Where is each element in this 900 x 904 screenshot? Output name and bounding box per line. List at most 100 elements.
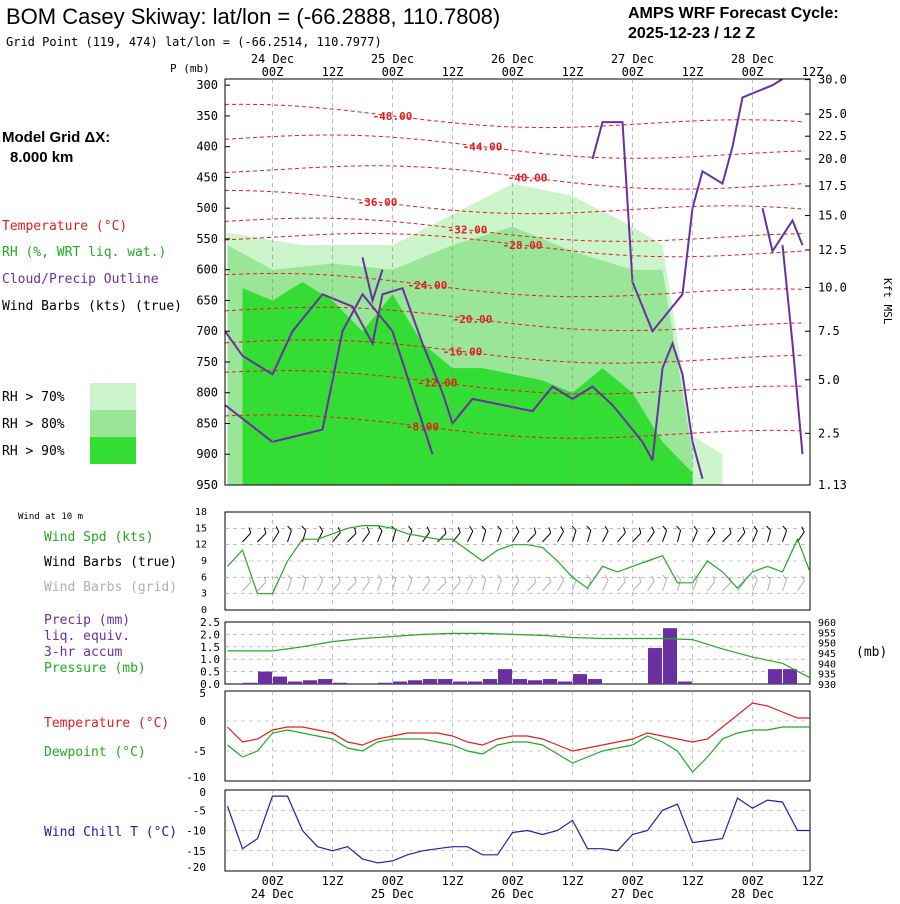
isotherm-line	[225, 370, 806, 395]
wind10-true-barb	[617, 527, 626, 543]
windchill-legend-item: Wind Chill T (°C)	[44, 825, 177, 840]
wind10-grid-barb-staff	[362, 580, 370, 592]
precip-legend-item: 3-hr accum	[44, 645, 122, 660]
pressure-tick-label: 935	[818, 670, 836, 681]
wind10-true-barb	[797, 526, 805, 543]
wind10-true-barb-feather	[604, 526, 609, 532]
precip-legend-item: Pressure (mb)	[44, 661, 146, 676]
wind10-grid-barb	[362, 575, 371, 592]
windchill-tick-label: -15	[186, 845, 206, 858]
wind-barb-feather	[667, 73, 673, 80]
temperature-tick-label: 5	[199, 687, 206, 700]
grid-point-subtitle: Grid Point (119, 474) lat/lon = (-66.251…	[6, 35, 382, 49]
kft-axis-label: Kft MSL	[881, 278, 894, 325]
cross-section-frame	[224, 78, 811, 486]
wind10-grid-barb	[676, 574, 682, 592]
wind10-true-barb-feather	[801, 526, 805, 533]
wind10-true-barb-feather	[378, 525, 383, 532]
pressure-tick-label: 850	[196, 416, 218, 430]
isotherm-line	[225, 232, 806, 258]
wind10-grid-barb	[332, 576, 341, 592]
wind10-true-barb-staff	[317, 530, 324, 543]
windchill-tick-label: -20	[186, 861, 206, 874]
wind10-true-barb	[467, 525, 474, 543]
isotherm-label: -44.00	[463, 141, 503, 154]
kft-tick-label: 7.5	[818, 324, 840, 338]
kft-tick-label: 22.5	[818, 129, 847, 143]
wind10-true-barb-staff	[722, 533, 732, 543]
temperature-legend-item: Temperature (°C)	[44, 716, 169, 731]
wind10-grid-barb-staff	[347, 582, 357, 592]
kft-tick-label: 30.0	[818, 73, 847, 87]
wind10-true-barb	[377, 525, 383, 543]
top-time-tick-label: 00Z	[262, 65, 284, 79]
wind10-grid-barb	[317, 574, 324, 592]
wind10-grid-barb	[301, 574, 307, 592]
top-time-tick-label: 12Z	[682, 65, 704, 79]
wind10-grid-barb-feather	[319, 574, 324, 581]
pressure-tick-label: 900	[196, 447, 218, 461]
wind10-true-barb-feather	[753, 525, 758, 532]
wind10-true-barb	[632, 527, 642, 543]
wind10-grid-barb-staff	[392, 579, 397, 592]
wind10-grid-barb-staff	[782, 579, 788, 592]
wind10-panel-label: Wind at 10 m	[18, 512, 83, 522]
cloud-outline-contour	[225, 286, 654, 461]
pressure-tick-label: 950	[196, 478, 218, 492]
wind10-true-barb-feather	[712, 526, 716, 533]
kft-tick-label: 10.0	[818, 281, 847, 295]
wind10-grid-barb-staff	[707, 581, 716, 592]
wind10-true-barb-feather	[481, 525, 487, 531]
wind10-grid-barb	[752, 574, 758, 592]
precip-bar	[303, 680, 317, 684]
wind10-grid-barb	[287, 574, 292, 592]
kft-tick-label: 25.0	[818, 107, 847, 121]
temperature-legend-item: Dewpoint (°C)	[44, 745, 146, 760]
top-time-tick-label: 12Z	[562, 65, 584, 79]
wind10-true-barb-feather	[469, 525, 474, 532]
top-date-label: 28 Dec	[731, 52, 774, 66]
isotherm-label: -40.00	[508, 171, 548, 184]
wind10-grid-barb	[707, 575, 716, 592]
precip-bar	[468, 681, 482, 684]
wind10-true-barb-staff	[272, 531, 280, 543]
precip-bar	[783, 669, 797, 684]
wind-barb-feather	[724, 71, 731, 77]
kft-tick-label: 1.13	[818, 478, 847, 492]
kft-tick-label: 20.0	[818, 152, 847, 166]
top-time-tick-label: 00Z	[382, 65, 404, 79]
wind10-true-barb	[332, 527, 341, 543]
wind10-tick-label: 12	[195, 540, 207, 551]
wind-barb-feather	[709, 71, 716, 77]
wind10-true-barb	[737, 526, 746, 543]
isotherm-line	[225, 103, 806, 129]
isotherm-line	[225, 134, 806, 159]
wind10-grid-barb-staff	[797, 580, 805, 592]
top-time-tick-label: 00Z	[622, 65, 644, 79]
precip-bar	[513, 679, 527, 684]
wind10-grid-barb-feather	[469, 574, 474, 581]
isotherm-line	[225, 339, 806, 364]
wind10-grid-barb-staff	[632, 581, 642, 592]
wind10-true-barb-feather	[457, 527, 461, 533]
isotherm-line	[225, 273, 806, 298]
wind10-true-barb-feather	[571, 525, 577, 531]
wind10-true-barb	[317, 525, 324, 543]
wind10-true-barb-staff	[407, 530, 413, 543]
temperature-tick-label: -5	[193, 745, 206, 758]
wind10-true-barb-staff	[602, 531, 609, 543]
wind10-grid-barb-staff	[557, 580, 564, 592]
wind10-true-barb	[497, 525, 502, 543]
wind10-grid-barb-staff	[422, 580, 430, 592]
rh-legend-swatch	[90, 437, 136, 464]
wind10-true-barb	[301, 525, 307, 543]
wind10-grid-barb-staff	[752, 579, 758, 592]
wind10-grid-barb-feather	[444, 576, 447, 583]
bottom-date-label: 27 Dec	[611, 887, 654, 900]
wind10-grid-barb-staff	[527, 581, 537, 592]
wind10-grid-barb-staff	[617, 581, 626, 592]
cross-section-legend-item: Cloud/Precip Outline	[2, 272, 159, 287]
pressure-tick-label: 800	[196, 386, 218, 400]
